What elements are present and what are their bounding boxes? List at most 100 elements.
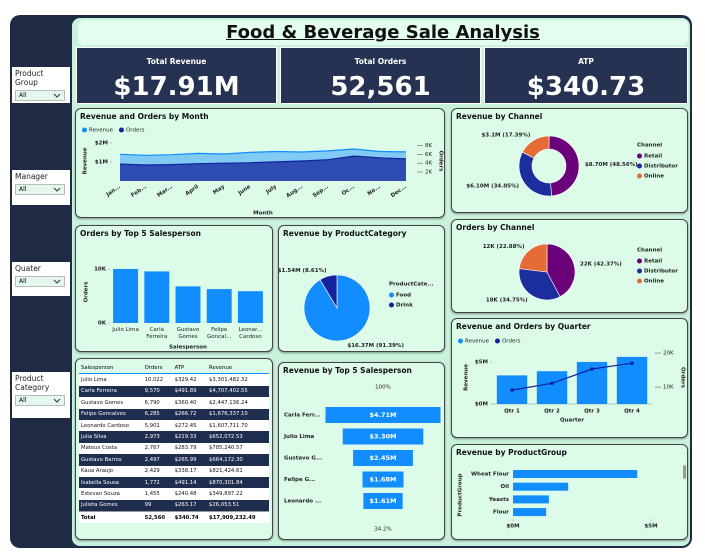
legend-marker [118,127,124,133]
legend-label: Retail [644,259,662,265]
data-label: 12K (22.88%) [483,244,525,250]
legend-marker [637,153,642,159]
legend-label: Revenue [89,128,114,134]
chart-title: Orders by Top 5 Salesperson [80,229,201,238]
kpi-label: ATP [578,57,594,66]
x-axis-title: Quarter [560,418,584,424]
category-label: Felipe G... [284,477,315,483]
x-tick-label: Qtr 2 [544,409,560,415]
table-cell: 6,790 [142,397,173,409]
slicer-dropdown[interactable]: All [15,184,65,195]
slicer-value: All [19,278,27,285]
bar [144,271,170,323]
funnel-bar [362,471,404,488]
x-axis-title: Salesperson [169,345,207,351]
slicer-label: Product Category [15,374,50,392]
table-cell: 2,497 [142,454,173,466]
table-cell: Gustavo Gomes [79,397,143,409]
total-cell: Total [79,511,143,524]
chart: 22K (42.37%) 18K (34.75%) 12K (22.88%) Chan… [483,243,678,303]
chevron-line [53,93,61,98]
chart-panel: Revenue Orders $0M $5M 10K 20K Qtr 1 Qtr 2 Qtr 3… [451,318,688,438]
chart-panel: Revenue Orders $1M $2M 2K 4K 6K 8K Jan... Feb... M… [75,108,445,218]
slicer-dropdown[interactable]: All [15,90,65,101]
table-cell: 5,901 [142,419,173,432]
legend-marker [637,258,642,264]
slicer-value: All [19,92,27,99]
table-cell: Leonardo Cardoso [79,419,143,432]
category-label: Carla Ferr... [284,413,320,419]
table-cell: Felipe Goncalves [79,408,143,420]
x-tick-label: $0M [506,524,519,530]
x-tick-label: April [185,184,201,197]
y-tick-label: Flour [493,510,509,516]
y-tick-label: $1M [95,159,108,165]
funnel-bar [353,450,413,466]
x-tick-label: Mar... [156,184,174,199]
x-tick-label: $5M [644,524,657,530]
table-row: Julio Lima 10,022 $329.42 $3,301,482.32 [79,373,269,386]
slice [319,274,338,310]
table-row: Estevan Souza 1,455 $240.48 $349,897.22 [79,488,269,500]
y-tick-label: $5M [475,359,488,365]
series-line [511,362,633,391]
line-marker [630,361,634,366]
slicer-label: Product Group [15,69,44,87]
y2-tick-label: 4K [425,161,432,167]
table-cell: $338.17 [172,465,208,477]
bar [113,268,139,323]
bar [206,289,232,323]
x-tick-label: May [212,184,226,196]
line-marker [510,388,514,392]
data-label: $3.30M [369,433,396,441]
bar [513,470,638,478]
table-row: Gustavo Barros 2,497 $265.99 $664,172.30 [79,454,269,466]
table-cell: $821,424.61 [207,465,269,477]
x-tick-label: July [264,184,278,196]
scrollbar[interactable] [683,465,686,479]
table-row: Kaua Araujo 2,429 $338.17 $821,424.61 [79,465,269,477]
chevron-line [53,398,61,403]
y2-tick-label: 8K [425,143,432,149]
table-cell: Mateus Costa [79,442,143,455]
chart-title: Revenue by ProductCategory [283,229,407,238]
data-label: $16.37M (91.39%) [347,343,404,349]
slicer-label: Manager [15,172,48,181]
table-cell: 9,570 [142,385,173,398]
bar [237,291,263,323]
slicer-value: All [19,397,27,404]
dashboard-title: Food & Beverage Sale Analysis [78,20,688,45]
legend-marker [637,173,642,179]
chevron-line [53,187,61,192]
table-cell: Carla Ferreira [79,385,143,398]
slicer-dropdown[interactable]: All [15,276,65,287]
table-row: Isabella Sousa 1,772 $491.14 $870,301.84 [79,476,269,489]
y2-tick-label: 6K [425,152,432,158]
x-axis-title: Month [253,211,273,217]
table-cell: $272.45 [172,419,208,432]
slicer: Product Category All [12,372,70,418]
chart: 100% $4.71M Carla Ferr... $3.30M Julio Lima $… [283,385,441,533]
x-tick-label: Qtr 1 [504,409,520,415]
bar [513,508,547,517]
chart-title: Revenue and Orders by Quarter [456,322,591,331]
slice [548,135,580,197]
kpi-value: $17.91M [113,72,240,102]
slice [546,243,576,298]
table-cell: $26,053.51 [207,499,269,512]
y-tick-label: $2M [95,140,108,146]
chart-panel: $16.37M (91.39%) $1.54M (8.61%) ProductCat… [278,225,445,352]
column-header: Salesperson [79,362,143,375]
table-row: Leonardo Cardoso 5,901 $272.45 $1,607,711.7… [79,419,269,432]
data-label: 18K (34.75%) [486,297,528,303]
header-row: Salesperson Orders ATP Revenue [79,362,269,375]
slicer-dropdown[interactable]: All [15,395,65,406]
x-tick-label: Aug... [286,184,305,199]
table-cell: 2,767 [142,442,173,455]
legend-marker [458,338,463,344]
table-cell: Kaua Araujo [79,465,143,477]
data-label: $6.10M (34.05%) [466,183,519,189]
table-row: Mateus Costa 2,767 $283.79 $785,240.57 [79,442,269,455]
slicer: Quater All [12,262,70,296]
funnel-bar [342,428,424,445]
